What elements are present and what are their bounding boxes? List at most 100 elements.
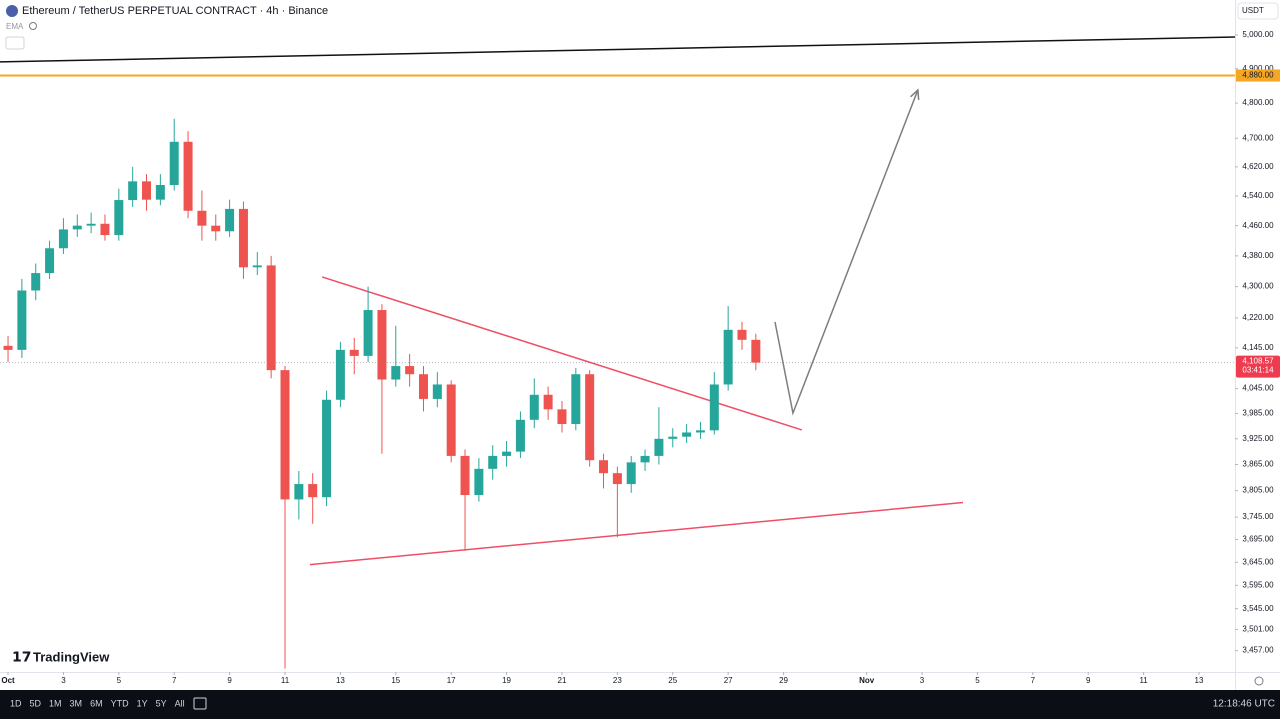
collapse-button[interactable]: [5, 36, 25, 50]
candle-body: [557, 409, 567, 425]
candle-body: [488, 455, 498, 469]
candle-body: [599, 460, 609, 474]
x-tick-label: 5: [117, 676, 122, 685]
candle-body: [128, 181, 138, 201]
candle-body: [169, 141, 179, 186]
candle-body: [446, 384, 456, 456]
x-tick-label: 29: [779, 676, 788, 685]
candle-body: [682, 432, 692, 437]
x-tick-label: 13: [1195, 676, 1204, 685]
range-button[interactable]: YTD: [111, 698, 130, 708]
logo-mark: 𝟭𝟳: [12, 649, 31, 665]
candle-body: [335, 349, 345, 400]
candle-body: [280, 370, 290, 500]
x-tick-label: 19: [502, 676, 511, 685]
candle-body: [668, 436, 678, 439]
y-tick-label: 3,865.00: [1242, 460, 1274, 469]
trend-line: [309, 501, 964, 566]
candle-body: [515, 419, 525, 452]
candle-body: [474, 468, 484, 496]
range-button[interactable]: All: [175, 698, 185, 708]
range-button[interactable]: 5Y: [156, 698, 167, 708]
y-tick-label: 3,745.00: [1242, 512, 1274, 521]
x-tick-label: 27: [724, 676, 733, 685]
candle-body: [238, 208, 248, 268]
candle-body: [45, 248, 55, 274]
y-tick-label: 4,300.00: [1242, 282, 1274, 291]
range-button[interactable]: 1M: [49, 698, 62, 708]
trend-line: [321, 276, 803, 431]
candle-body: [294, 484, 304, 500]
candle-body: [308, 484, 318, 498]
candle-body: [31, 273, 41, 291]
y-tick-label: 5,000.00: [1242, 30, 1274, 39]
candle-body: [225, 208, 235, 232]
candle-body: [405, 366, 415, 375]
candle-body: [432, 384, 442, 399]
range-button[interactable]: 6M: [90, 698, 103, 708]
candle-body: [142, 181, 152, 200]
clock: 12:18:46 UTC: [1213, 699, 1275, 710]
y-tick-label: 3,501.00: [1242, 625, 1274, 634]
y-tick-label: 4,380.00: [1242, 251, 1274, 260]
y-tick-label: 4,700.00: [1242, 133, 1274, 142]
y-tick-label: 4,045.00: [1242, 384, 1274, 393]
y-tick-label: 4,900.00: [1242, 64, 1274, 73]
x-tick-label: 11: [281, 676, 290, 685]
y-tick-label: 4,145.00: [1242, 343, 1274, 352]
candle-body: [391, 366, 401, 380]
indicator-label[interactable]: EMA: [6, 22, 24, 31]
countdown-label: 03:41:14: [1242, 366, 1274, 375]
candle-body: [502, 451, 512, 456]
trend-line: [774, 89, 919, 416]
candle-body: [529, 394, 539, 420]
logo: TradingView: [33, 649, 110, 664]
range-buttons: 1D 5D 1M 3M 6M YTD 1Y 5Y All: [10, 698, 185, 708]
y-tick-label: 3,695.00: [1242, 535, 1274, 544]
last-price-label-bg: [1236, 355, 1280, 378]
x-tick-label: Nov: [859, 676, 875, 685]
candle-body: [197, 210, 207, 226]
y-tick-label: 4,800.00: [1242, 98, 1274, 107]
y-tick-label: 3,545.00: [1242, 604, 1274, 613]
x-tick-label: 7: [1031, 676, 1036, 685]
x-tick-label: 21: [558, 676, 567, 685]
settings-icon[interactable]: [1254, 676, 1264, 686]
candle-body: [58, 229, 68, 249]
currency-label[interactable]: USDT: [1242, 6, 1264, 15]
candle-body: [571, 374, 581, 425]
x-tick-label: 25: [668, 676, 677, 685]
x-tick-label: 7: [172, 676, 177, 685]
candle-body: [612, 473, 622, 485]
candle-body: [266, 265, 276, 371]
x-tick-label: Oct: [1, 676, 15, 685]
candle-body: [640, 455, 650, 463]
bottom-toolbar: [0, 690, 1280, 719]
trend-line: [0, 36, 1236, 63]
candle-body: [543, 394, 553, 410]
y-tick-label: 3,457.00: [1242, 646, 1274, 655]
y-tick-label: 3,805.00: [1242, 486, 1274, 495]
calendar-icon[interactable]: [193, 697, 207, 710]
candle-body: [349, 349, 359, 356]
candle-body: [100, 223, 110, 236]
x-tick-label: 11: [1139, 676, 1148, 685]
y-tick-label: 4,620.00: [1242, 162, 1274, 171]
price-line-label: 4,880.00: [1242, 71, 1274, 80]
candle-body: [86, 223, 96, 226]
candle-body: [363, 310, 373, 356]
y-tick-label: 3,985.00: [1242, 409, 1274, 418]
range-button[interactable]: 3M: [70, 698, 83, 708]
visibility-icon[interactable]: [29, 22, 37, 30]
range-button[interactable]: 1D: [10, 698, 22, 708]
x-tick-label: 17: [447, 676, 456, 685]
arrow-head: [910, 88, 920, 100]
candle-body: [737, 329, 747, 340]
currency-button[interactable]: [1237, 2, 1279, 20]
candle-body: [155, 185, 165, 200]
range-button[interactable]: 1Y: [137, 698, 148, 708]
range-button[interactable]: 5D: [30, 698, 42, 708]
y-tick-label: 3,645.00: [1242, 557, 1274, 566]
